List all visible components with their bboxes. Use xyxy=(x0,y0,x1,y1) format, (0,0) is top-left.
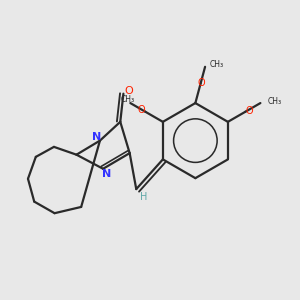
Text: O: O xyxy=(138,105,145,115)
Text: H: H xyxy=(140,192,148,202)
Text: CH₃: CH₃ xyxy=(267,97,281,106)
Text: N: N xyxy=(92,131,101,142)
Text: O: O xyxy=(197,78,205,88)
Text: O: O xyxy=(245,106,253,116)
Text: CH₃: CH₃ xyxy=(209,60,223,69)
Text: CH₃: CH₃ xyxy=(120,95,134,104)
Text: N: N xyxy=(102,169,111,179)
Text: O: O xyxy=(124,86,133,96)
